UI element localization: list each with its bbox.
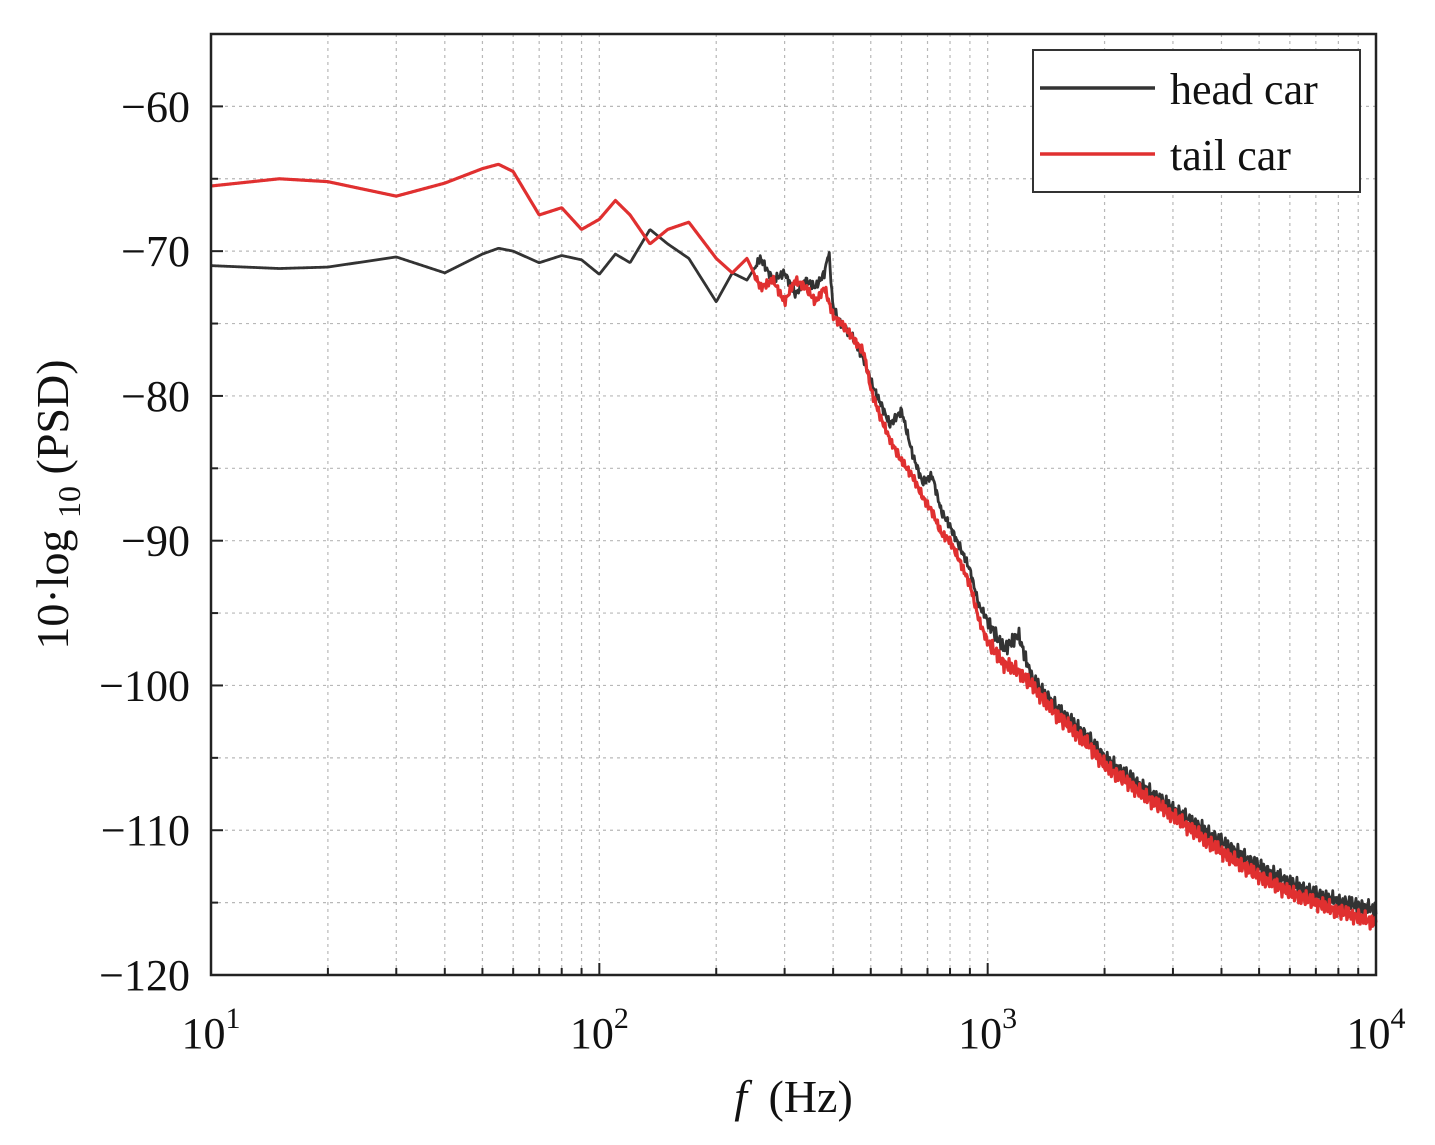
x-tick-label: 101 — [182, 1002, 241, 1058]
tick-marks — [210, 33, 1377, 976]
legend-label-tail-car: tail car — [1170, 131, 1291, 180]
x-tick-base: 10 — [958, 1009, 1002, 1058]
x-tick-exponent: 4 — [1391, 1002, 1406, 1035]
x-axis-unit: (Hz) — [769, 1071, 853, 1122]
x-tick-label: 103 — [958, 1002, 1017, 1058]
x-axis-title: f (Hz) — [734, 1071, 853, 1122]
x-tick-base: 10 — [182, 1009, 226, 1058]
plot-frame — [209, 32, 1378, 977]
legend: head car tail car — [1032, 49, 1361, 193]
x-tick-base: 10 — [1347, 1009, 1391, 1058]
x-axis-var: f — [734, 1071, 753, 1122]
y-axis-prefix: 10·log — [27, 529, 78, 649]
x-tick-base: 10 — [570, 1009, 614, 1058]
x-tick-exponent: 1 — [226, 1002, 241, 1035]
y-axis-title: 10·log 10 (PSD) — [27, 359, 90, 649]
y-tick-label: −120 — [99, 951, 190, 1000]
y-tick-labels: −60 −70 −80 −90 −100 −110 −120 — [99, 82, 190, 1000]
y-tick-label: −60 — [121, 82, 190, 131]
x-tick-exponent: 3 — [1002, 1002, 1017, 1035]
y-tick-label: −90 — [121, 517, 190, 566]
legend-box — [1032, 49, 1361, 193]
x-tick-label: 104 — [1347, 1002, 1406, 1058]
series-lines — [210, 162, 1378, 931]
x-tick-exponent: 2 — [614, 1002, 629, 1035]
y-axis-suffix: (PSD) — [27, 359, 78, 474]
y-tick-label: −100 — [99, 661, 190, 710]
x-tick-labels: 101 102 103 104 — [182, 1002, 1406, 1058]
series-line-tail-car — [210, 162, 1378, 931]
x-tick-label: 102 — [570, 1002, 629, 1058]
legend-label-head-car: head car — [1170, 65, 1318, 114]
y-tick-label: −80 — [121, 372, 190, 421]
y-tick-label: −110 — [101, 806, 190, 855]
y-axis-subscript: 10 — [51, 486, 87, 518]
y-tick-label: −70 — [121, 227, 190, 276]
